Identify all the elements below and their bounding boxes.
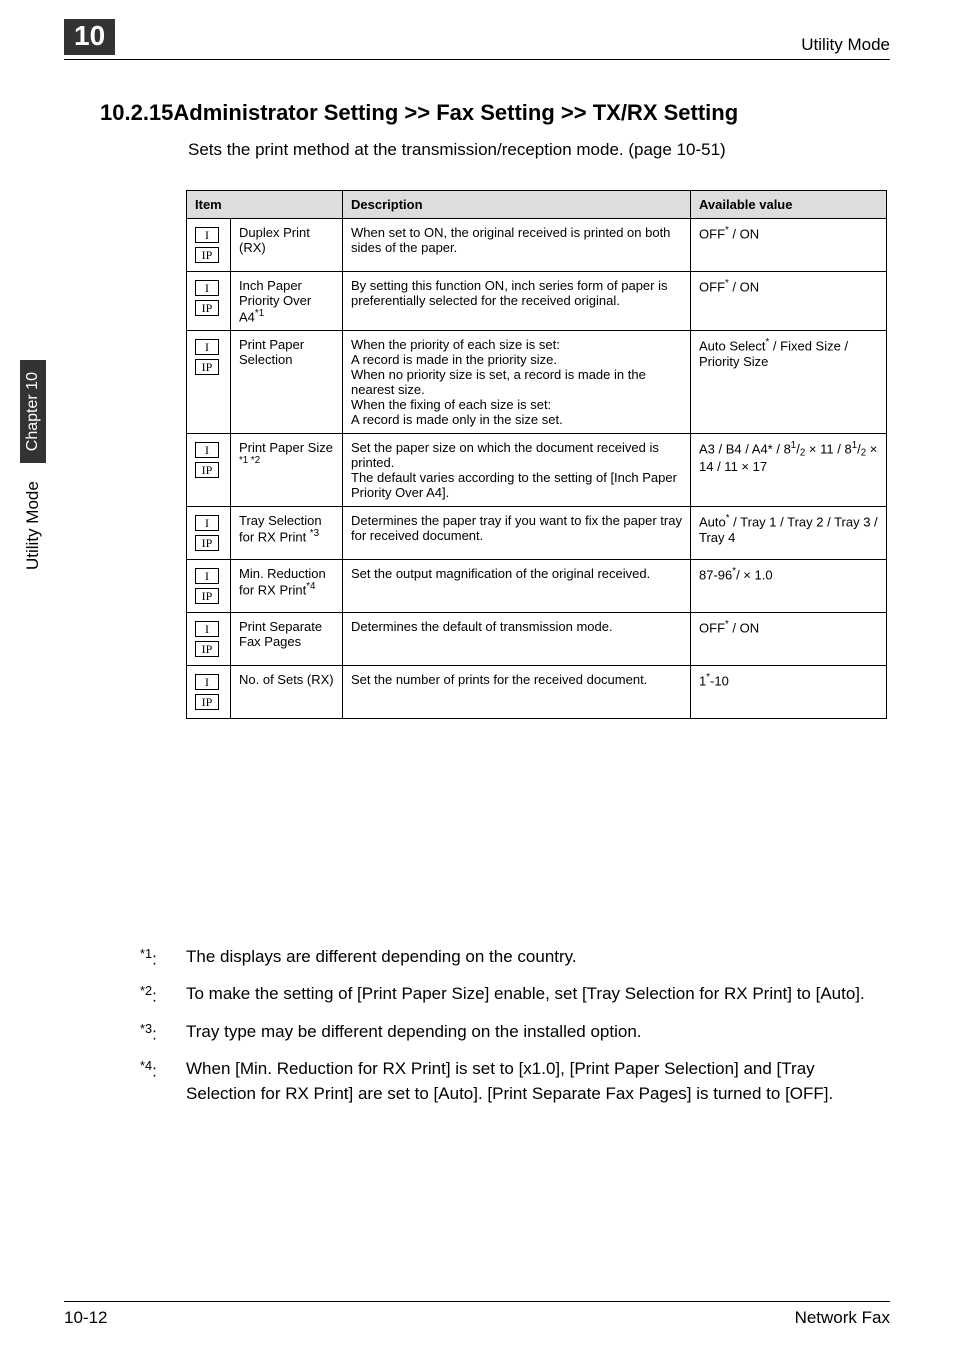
i-box-icon: I: [195, 339, 219, 355]
row-item-name: Print Paper Size *1 *2: [231, 434, 343, 507]
row-item-name: Tray Selection for RX Print *3: [231, 507, 343, 560]
footnote-marker: *4:: [140, 1057, 186, 1106]
side-chapter: Chapter 10: [20, 360, 46, 463]
row-item-name: Print Separate Fax Pages: [231, 613, 343, 666]
footnote-text: When [Min. Reduction for RX Print] is se…: [186, 1057, 874, 1106]
footnote: *1:The displays are different depending …: [140, 945, 874, 972]
ip-box-icon: IP: [195, 247, 219, 263]
section-intro: Sets the print method at the transmissio…: [188, 138, 874, 162]
footnote: *2:To make the setting of [Print Paper S…: [140, 982, 874, 1009]
row-available-value: A3 / B4 / A4* / 81/2 × 11 / 81/2 × 14 / …: [691, 434, 887, 507]
row-description: Set the number of prints for the receive…: [343, 666, 691, 719]
row-available-value: OFF* / ON: [691, 219, 887, 272]
table-row: I IP No. of Sets (RX)Set the number of pri…: [187, 666, 887, 719]
header-right-text: Utility Mode: [801, 35, 890, 55]
i-box-icon: I: [195, 568, 219, 584]
ip-box-icon: IP: [195, 535, 219, 551]
footnote-marker: *2:: [140, 982, 186, 1009]
row-icon-cell: I IP: [187, 666, 231, 719]
i-box-icon: I: [195, 227, 219, 243]
row-description: Determines the default of transmission m…: [343, 613, 691, 666]
side-label: Utility Mode: [23, 481, 43, 570]
row-available-value: OFF* / ON: [691, 613, 887, 666]
th-description: Description: [343, 191, 691, 219]
row-item-name: Duplex Print (RX): [231, 219, 343, 272]
row-item-name: Inch Paper Priority Over A4*1: [231, 272, 343, 331]
footnote: *4:When [Min. Reduction for RX Print] is…: [140, 1057, 874, 1106]
chapter-number-box: 10: [64, 19, 115, 55]
th-value: Available value: [691, 191, 887, 219]
row-icon-cell: I IP: [187, 434, 231, 507]
row-available-value: 1*-10: [691, 666, 887, 719]
ip-box-icon: IP: [195, 359, 219, 375]
row-item-name: Print Paper Selection: [231, 331, 343, 434]
footnote-marker: *1:: [140, 945, 186, 972]
table-row: I IP Tray Selection for RX Print *3Determi…: [187, 507, 887, 560]
footnote-text: The displays are different depending on …: [186, 945, 577, 972]
table-row: I IP Print Paper Size *1 *2Set the paper s…: [187, 434, 887, 507]
page-header: 10 Utility Mode: [64, 24, 890, 60]
footnote-text: To make the setting of [Print Paper Size…: [186, 982, 865, 1009]
row-available-value: Auto* / Tray 1 / Tray 2 / Tray 3 / Tray …: [691, 507, 887, 560]
table-row: I IP Print Separate Fax PagesDetermines th…: [187, 613, 887, 666]
th-item: Item: [187, 191, 343, 219]
row-description: When set to ON, the original received is…: [343, 219, 691, 272]
row-item-name: Min. Reduction for RX Print*4: [231, 560, 343, 613]
table-row: I IP Inch Paper Priority Over A4*1By setti…: [187, 272, 887, 331]
side-tab: Utility Mode Chapter 10: [20, 360, 46, 570]
table-row: I IP Print Paper SelectionWhen the priorit…: [187, 331, 887, 434]
i-box-icon: I: [195, 621, 219, 637]
footer-left: 10-12: [64, 1308, 107, 1328]
section-title: 10.2.15Administrator Setting >> Fax Sett…: [100, 100, 890, 126]
row-description: By setting this function ON, inch series…: [343, 272, 691, 331]
row-available-value: 87-96*/ × 1.0: [691, 560, 887, 613]
row-description: When the priority of each size is set: A…: [343, 331, 691, 434]
i-box-icon: I: [195, 280, 219, 296]
i-box-icon: I: [195, 442, 219, 458]
table-row: I IP Duplex Print (RX)When set to ON, the …: [187, 219, 887, 272]
i-box-icon: I: [195, 674, 219, 690]
row-icon-cell: I IP: [187, 507, 231, 560]
row-icon-cell: I IP: [187, 331, 231, 434]
footnote-marker: *3:: [140, 1020, 186, 1047]
table-row: I IP Min. Reduction for RX Print*4Set the …: [187, 560, 887, 613]
footnote: *3:Tray type may be different depending …: [140, 1020, 874, 1047]
ip-box-icon: IP: [195, 462, 219, 478]
ip-box-icon: IP: [195, 300, 219, 316]
footnotes: *1:The displays are different depending …: [140, 945, 874, 1116]
ip-box-icon: IP: [195, 588, 219, 604]
table-header-row: Item Description Available value: [187, 191, 887, 219]
row-icon-cell: I IP: [187, 272, 231, 331]
i-box-icon: I: [195, 515, 219, 531]
row-description: Set the paper size on which the document…: [343, 434, 691, 507]
page-footer: 10-12 Network Fax: [64, 1301, 890, 1328]
row-item-name: No. of Sets (RX): [231, 666, 343, 719]
row-description: Determines the paper tray if you want to…: [343, 507, 691, 560]
row-icon-cell: I IP: [187, 560, 231, 613]
footer-right: Network Fax: [795, 1308, 890, 1328]
row-available-value: Auto Select* / Fixed Size / Priority Siz…: [691, 331, 887, 434]
row-icon-cell: I IP: [187, 219, 231, 272]
ip-box-icon: IP: [195, 694, 219, 710]
ip-box-icon: IP: [195, 641, 219, 657]
footnote-text: Tray type may be different depending on …: [186, 1020, 642, 1047]
row-available-value: OFF* / ON: [691, 272, 887, 331]
row-icon-cell: I IP: [187, 613, 231, 666]
settings-table: Item Description Available value I IP Dupl…: [186, 190, 887, 719]
row-description: Set the output magnification of the orig…: [343, 560, 691, 613]
